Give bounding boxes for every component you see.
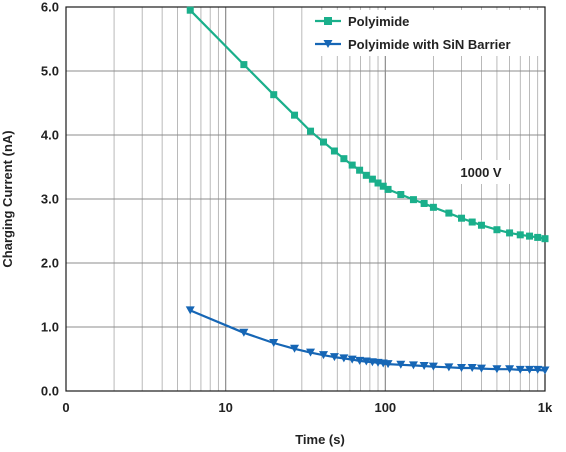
series-1-point — [477, 221, 485, 229]
series-1-point — [362, 171, 370, 179]
series-2-point — [540, 366, 550, 375]
legend-label-polyimide: Polyimide — [348, 14, 409, 29]
series-2-point — [467, 363, 477, 372]
series-1-point — [186, 6, 194, 14]
series-2-point — [185, 306, 195, 315]
series-2-point — [419, 362, 429, 371]
series-1-point — [397, 191, 405, 199]
series-2-point — [396, 360, 406, 369]
series-1-point — [534, 233, 542, 241]
series-1-point — [429, 203, 437, 211]
series-2-point — [525, 365, 535, 374]
series-1-point — [506, 229, 514, 237]
y-tick-label: 6.0 — [41, 0, 59, 15]
series-1-point — [348, 161, 356, 169]
series-2-point — [361, 357, 371, 366]
series-1-point — [340, 155, 348, 163]
plot-frame — [65, 6, 546, 392]
legend-marker-polyimide — [324, 17, 332, 25]
series-1-point — [541, 235, 549, 243]
series-2-point — [306, 348, 316, 357]
y-tick-label: 0.0 — [41, 384, 59, 399]
legend: Polyimide Polyimide with SiN Barrier — [315, 14, 511, 52]
series-1-point — [445, 209, 453, 217]
series-1-point — [330, 147, 338, 155]
x-tick-label: 100 — [374, 400, 396, 415]
series-1-point — [384, 185, 392, 193]
series-2-point — [444, 363, 454, 372]
series-2-point — [476, 364, 486, 373]
y-tick-label: 2.0 — [41, 256, 59, 271]
x-axis-label: Time (s) — [295, 432, 345, 447]
series-1-point — [291, 111, 299, 119]
y-axis-label: Charging Current (nA) — [0, 130, 15, 267]
series-2-point — [355, 356, 365, 365]
series-1-point — [240, 61, 248, 69]
series-2-point — [319, 351, 329, 360]
series-1-point — [409, 196, 417, 204]
series-1-point — [468, 218, 476, 226]
series-2-point — [329, 353, 339, 362]
legend-item-sin-barrier: Polyimide with SiN Barrier — [315, 37, 511, 52]
series-2-point — [515, 365, 525, 374]
y-tick-label: 1.0 — [41, 320, 59, 335]
y-tick-label: 3.0 — [41, 192, 59, 207]
x-tick-label: 10 — [218, 400, 232, 415]
y-tick-label: 5.0 — [41, 64, 59, 79]
series-2-point — [339, 354, 349, 363]
series-1-point — [368, 175, 376, 183]
series-2-point — [408, 361, 418, 370]
series-1-point — [270, 91, 278, 99]
x-tick-label: 0 — [62, 400, 69, 415]
series-1-point — [320, 138, 328, 146]
series-1-point — [458, 214, 466, 222]
series-1-point — [307, 127, 315, 135]
legend-label-sin-barrier: Polyimide with SiN Barrier — [348, 37, 511, 52]
series — [185, 6, 550, 375]
series-2-point — [269, 339, 279, 347]
annotation-background — [450, 160, 512, 184]
series-2-point — [290, 344, 300, 353]
series-1-point — [420, 199, 428, 207]
annotation-voltage: 1000 V — [460, 165, 502, 180]
series-2-point — [505, 365, 515, 374]
series-1-point — [356, 166, 364, 174]
series-1-point — [493, 226, 501, 234]
legend-item-polyimide: Polyimide — [315, 14, 409, 29]
series-2-point — [533, 365, 543, 374]
series-1-point — [526, 232, 534, 240]
legend-background — [310, 10, 542, 56]
series-1 — [186, 6, 549, 243]
grid — [66, 7, 545, 391]
series-2 — [185, 306, 550, 375]
series-2-point — [383, 360, 393, 369]
x-tick-label: 1k — [538, 400, 553, 415]
series-2-point — [347, 355, 357, 364]
series-2-point — [428, 362, 438, 371]
series-1-point — [379, 182, 387, 190]
series-1-point — [516, 231, 524, 239]
series-2-point — [239, 328, 249, 337]
y-tick-label: 4.0 — [41, 128, 59, 143]
series-2-point — [492, 365, 502, 374]
series-2-point — [457, 363, 467, 372]
tick-labels: 0.0 1.0 2.0 3.0 4.0 5.0 6.0 0 10 100 1k — [41, 0, 553, 415]
legend-marker-sin-barrier — [323, 40, 333, 48]
series-1-point — [374, 179, 382, 187]
